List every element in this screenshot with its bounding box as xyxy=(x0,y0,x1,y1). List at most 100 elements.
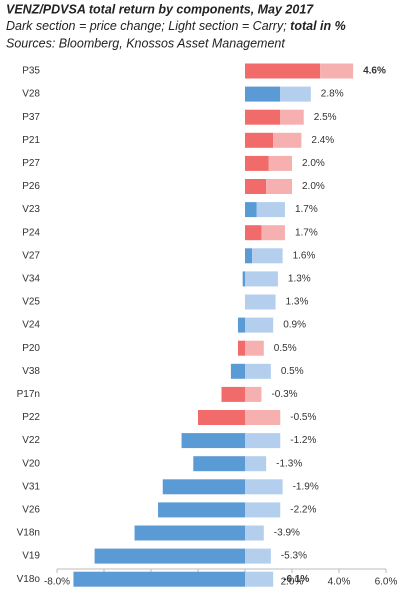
bar-segment xyxy=(280,86,311,102)
bar-segment xyxy=(237,317,245,333)
total-label: -3.9% xyxy=(274,528,300,539)
y-tick-label: P24 xyxy=(22,227,40,238)
total-label: 2.0% xyxy=(302,158,325,169)
bar-segment xyxy=(273,132,302,148)
bar-segment xyxy=(181,433,245,449)
bar-segment xyxy=(245,63,321,79)
subtitle-bold: total in % xyxy=(290,19,346,33)
total-label: 1.3% xyxy=(286,297,309,308)
y-tick-label: V23 xyxy=(22,204,40,215)
total-label: 1.7% xyxy=(295,227,318,238)
bar-segment xyxy=(245,155,269,171)
y-tick-label: P35 xyxy=(22,66,40,77)
y-tick-label: V34 xyxy=(22,274,40,285)
y-tick-label: V20 xyxy=(22,458,40,469)
bar-segment xyxy=(280,109,304,125)
bar-segment xyxy=(245,571,274,587)
y-tick-label: P22 xyxy=(22,412,40,423)
bar-segment xyxy=(245,502,281,518)
bar-segment xyxy=(245,548,271,564)
bar-segment xyxy=(134,525,245,541)
bar-segment xyxy=(245,132,274,148)
bar-segment xyxy=(245,340,264,356)
bar-segment xyxy=(237,340,245,356)
bar-segment xyxy=(245,202,257,218)
total-label: -5.3% xyxy=(281,551,307,562)
bar-segment xyxy=(245,410,281,425)
total-label: 0.5% xyxy=(274,343,297,354)
y-tick-label: P37 xyxy=(22,112,40,123)
total-label: 1.3% xyxy=(288,274,311,285)
bar-segment xyxy=(245,479,283,495)
bar-segment xyxy=(245,294,276,310)
bar-segment xyxy=(245,109,281,125)
total-label: -1.3% xyxy=(276,458,302,469)
bar-segment xyxy=(73,571,245,587)
y-tick-label: P17n xyxy=(17,389,40,400)
total-label: 0.9% xyxy=(283,320,306,331)
y-tick-label: V27 xyxy=(22,250,40,261)
bar-segment xyxy=(261,225,285,241)
bar-segment xyxy=(193,456,245,472)
total-label: -0.3% xyxy=(271,389,297,400)
subtitle-text: Dark section = price change; Light secti… xyxy=(6,19,290,33)
y-tick-label: P27 xyxy=(22,158,40,169)
total-label: -6.1% xyxy=(283,574,309,585)
x-tick-label: 4.0% xyxy=(328,577,351,588)
total-label: 2.0% xyxy=(302,181,325,192)
x-tick-label: 6.0% xyxy=(375,577,398,588)
bar-segment xyxy=(256,202,285,218)
y-tick-label: V31 xyxy=(22,481,40,492)
y-tick-label: V38 xyxy=(22,366,40,377)
bar-segment xyxy=(245,271,278,287)
chart-title: VENZ/PDVSA total return by components, M… xyxy=(6,2,314,16)
bar-segment xyxy=(221,386,245,402)
y-tick-label: V18o xyxy=(17,574,41,585)
bar-segment xyxy=(245,317,274,333)
y-tick-label: V28 xyxy=(22,89,40,100)
x-tick-label: -8.0% xyxy=(44,577,70,588)
bar-segment xyxy=(252,248,283,264)
total-label: 2.8% xyxy=(321,89,344,100)
bar-segment xyxy=(266,179,292,194)
total-label: 0.5% xyxy=(281,366,304,377)
bar-segment xyxy=(245,433,281,449)
y-tick-label: V26 xyxy=(22,505,40,516)
total-label: -1.9% xyxy=(293,481,319,492)
y-tick-label: P21 xyxy=(22,135,40,146)
total-label: -0.5% xyxy=(290,412,316,423)
bar-segment xyxy=(230,363,245,379)
subtitle: Dark section = price change; Light secti… xyxy=(6,19,346,33)
x-tick-label: 2.0% xyxy=(281,577,304,588)
bar-segment xyxy=(245,525,264,541)
y-tick-label: V22 xyxy=(22,435,40,446)
total-label: -1.2% xyxy=(290,435,316,446)
bar-segment xyxy=(94,548,245,564)
bar-segment xyxy=(242,271,245,287)
total-label: 1.7% xyxy=(295,204,318,215)
bar-segment xyxy=(162,479,245,495)
bar-segment xyxy=(320,63,354,79)
source: Sources: Bloomberg, Knossos Asset Manage… xyxy=(6,36,285,50)
y-tick-label: V18n xyxy=(17,528,40,539)
bar-segment xyxy=(245,248,253,264)
bar-segment xyxy=(245,86,281,102)
total-label: 2.5% xyxy=(314,112,337,123)
bar-segment xyxy=(198,410,245,425)
bar-segment xyxy=(158,502,245,518)
y-tick-label: V25 xyxy=(22,297,40,308)
bar-segment xyxy=(245,363,271,379)
bar-segment xyxy=(245,179,267,194)
total-label: 2.4% xyxy=(311,135,334,146)
bar-segment xyxy=(268,155,292,171)
bar-segment xyxy=(245,225,262,241)
total-label: -2.2% xyxy=(290,505,316,516)
y-tick-label: P26 xyxy=(22,181,40,192)
y-tick-label: P20 xyxy=(22,343,40,354)
total-label: 1.6% xyxy=(293,250,316,261)
bar-segment xyxy=(245,456,267,472)
y-tick-label: V19 xyxy=(22,551,40,562)
total-label: 4.6% xyxy=(363,66,386,77)
y-tick-label: V24 xyxy=(22,320,40,331)
